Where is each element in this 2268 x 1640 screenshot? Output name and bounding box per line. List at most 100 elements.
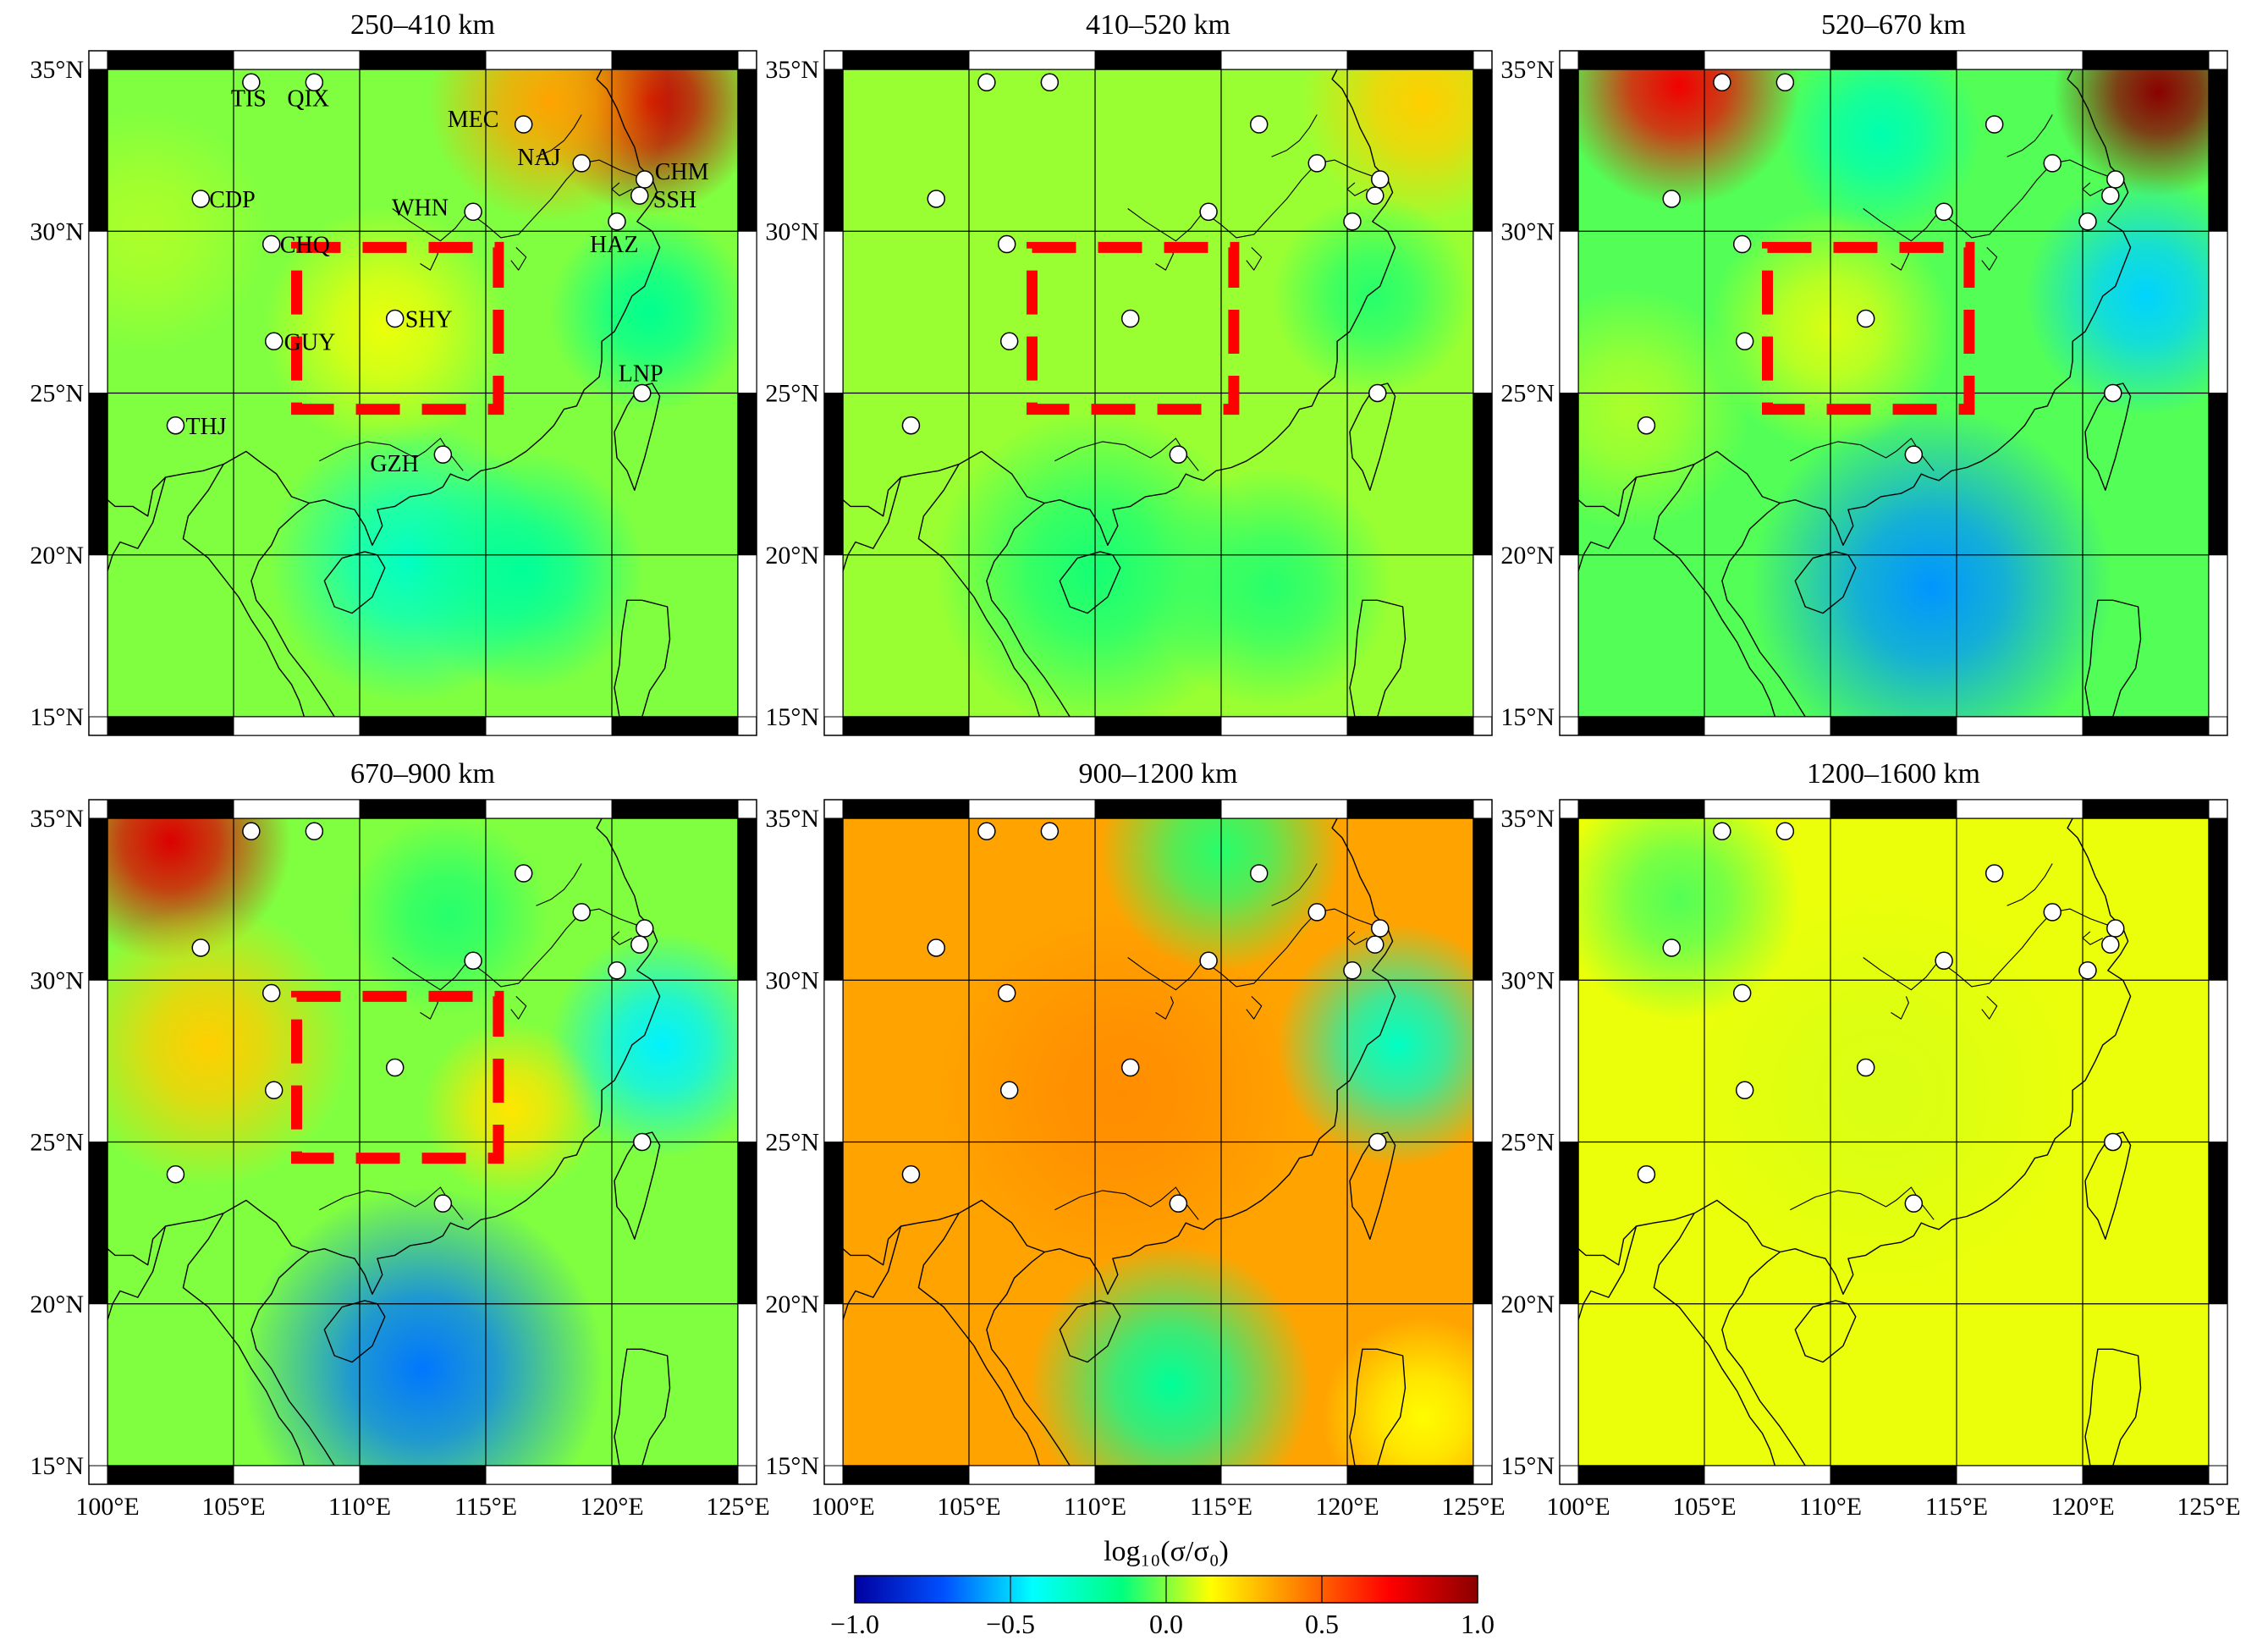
station-marker	[572, 903, 591, 922]
panel-title: 250–410 km	[350, 9, 495, 41]
taiwan-island	[1349, 1131, 1396, 1240]
conductivity-anomaly	[421, 1021, 600, 1199]
lat-tick-label: 30°N	[765, 217, 819, 245]
station-marker	[464, 202, 482, 222]
lat-tick-label: 25°N	[1500, 380, 1555, 408]
station-label: NAJ	[517, 145, 560, 171]
lon-tick-label: 110°E	[328, 1493, 391, 1521]
conductivity-anomaly	[1029, 1243, 1313, 1466]
map-frame	[1559, 799, 2228, 1485]
station-marker	[1732, 234, 1752, 254]
station-marker	[2101, 935, 2120, 954]
lon-tick-label: 100°E	[811, 1493, 874, 1521]
lat-tick-label: 20°N	[1500, 542, 1555, 570]
station-marker	[242, 73, 261, 92]
map-panel: 1200–1600 km 35°N 30°N 25°N 20°N 15°N 100°E 105…	[1500, 758, 2240, 1521]
panel-title: 670–900 km	[350, 758, 495, 790]
station-marker	[999, 332, 1019, 351]
border-line	[843, 1199, 1045, 1266]
river-line	[1271, 863, 1318, 906]
lon-tick-label: 115°E	[1190, 1493, 1252, 1521]
station-marker	[977, 73, 996, 92]
lon-tick-label: 105°E	[1672, 1493, 1736, 1521]
station-marker	[1856, 309, 1875, 328]
conductivity-anomaly	[427, 69, 670, 223]
border-line	[1578, 476, 1638, 572]
river-line	[536, 863, 582, 906]
river-line	[1246, 247, 1263, 271]
river-line	[611, 931, 633, 945]
station-marker	[635, 919, 654, 938]
lat-tick-label: 35°N	[765, 805, 819, 833]
station-marker	[385, 1058, 405, 1077]
border-line	[1578, 1225, 1638, 1321]
lat-tick-label: 25°N	[765, 380, 819, 408]
study-area-box	[291, 241, 504, 416]
station-marker	[166, 416, 185, 435]
lat-tick-label: 20°N	[765, 542, 819, 570]
station-marker	[1307, 154, 1326, 173]
panel-title: 520–670 km	[1821, 9, 1966, 41]
station-marker	[191, 938, 211, 957]
conductivity-anomaly	[2024, 174, 2209, 417]
lon-tick-label: 125°E	[1441, 1493, 1505, 1521]
lon-tick-label: 125°E	[706, 1493, 769, 1521]
river-line	[1863, 908, 2121, 991]
station-marker	[630, 186, 649, 205]
lon-tick-label: 100°E	[1546, 1493, 1610, 1521]
lat-tick-label: 30°N	[765, 966, 819, 994]
border-line	[917, 464, 1041, 717]
station-marker	[572, 154, 591, 173]
station-marker	[999, 1081, 1019, 1100]
panel-title: 410–520 km	[1086, 9, 1230, 41]
station-label: SSH	[653, 187, 696, 213]
lat-tick-label: 15°N	[1500, 703, 1555, 731]
station-marker	[191, 190, 211, 208]
colorbar-tick-label: −0.5	[986, 1609, 1035, 1639]
river-line	[611, 182, 633, 196]
station-label: MEC	[448, 107, 499, 133]
colorbar-tick-label: 0.0	[1149, 1609, 1183, 1639]
border-line	[107, 1199, 310, 1266]
station-marker	[1199, 951, 1218, 971]
lat-tick-label: 20°N	[765, 1291, 819, 1318]
colorbar-tick-label: 0.5	[1305, 1609, 1339, 1639]
station-marker	[2043, 154, 2062, 173]
river-line	[392, 908, 650, 991]
station-marker	[385, 309, 405, 328]
station-label: TIS	[231, 85, 267, 112]
conductivity-anomaly	[241, 1186, 604, 1466]
river-line	[2007, 863, 2053, 906]
station-label: SHY	[405, 307, 453, 333]
station-label: WHN	[392, 195, 449, 221]
river-line	[1981, 996, 1998, 1020]
station-marker	[242, 822, 261, 841]
station-marker	[1366, 935, 1384, 954]
river-line	[510, 247, 527, 271]
station-marker	[1120, 309, 1140, 328]
coastline	[250, 502, 335, 717]
station-marker	[305, 822, 324, 841]
conductivity-anomaly	[1150, 465, 1393, 709]
station-marker	[166, 1165, 185, 1184]
station-marker	[433, 1194, 453, 1213]
luzon-island	[614, 599, 671, 717]
hainan-island	[1059, 551, 1121, 614]
coastline	[250, 1251, 335, 1466]
river-line	[536, 114, 582, 157]
coastline	[1721, 502, 1806, 717]
station-marker	[1637, 1165, 1656, 1184]
coastline	[309, 69, 661, 546]
river-line	[1981, 247, 1998, 271]
map-frame	[88, 799, 757, 1485]
lat-tick-label: 25°N	[1500, 1129, 1555, 1157]
station-marker	[1713, 822, 1731, 841]
station-label: CDP	[209, 187, 255, 213]
station-marker	[635, 170, 654, 189]
station-marker	[2078, 212, 2097, 231]
river-line	[1863, 159, 2121, 242]
lat-tick-label: 35°N	[765, 56, 819, 84]
hainan-island	[1059, 1300, 1121, 1363]
